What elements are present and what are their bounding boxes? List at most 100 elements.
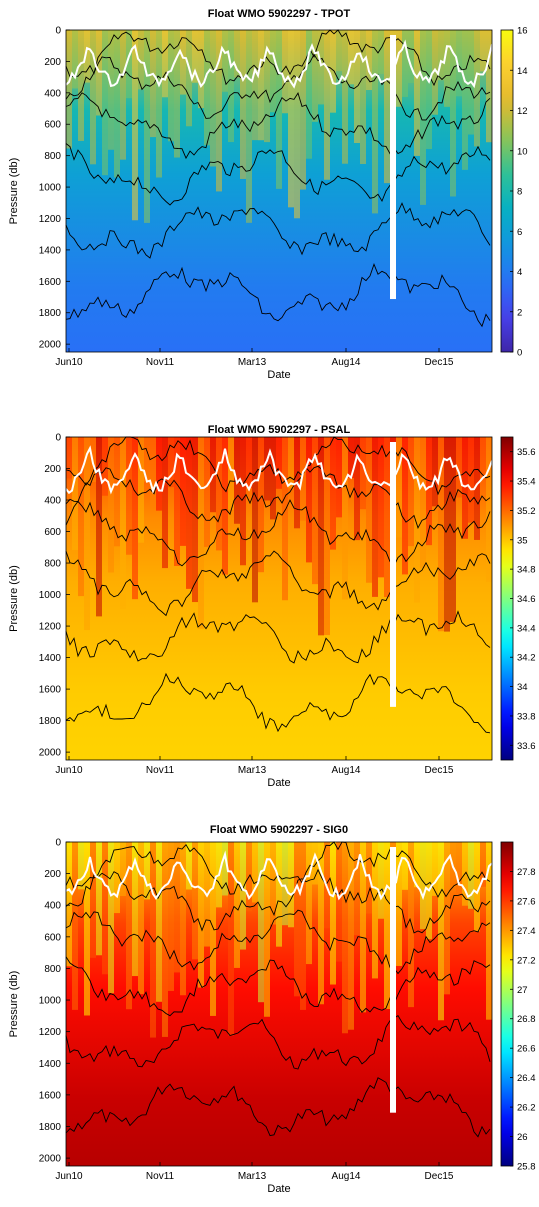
surface-column [276,437,282,489]
chart-panel-3: Float WMO 5902297 - SIG0 0 200 400 600 800 100… [8,824,536,1195]
surface-column [258,842,264,1003]
surface-column [84,437,90,631]
y-tick-label: 1400 [39,1059,62,1070]
colorbar-tick-label: 33.8 [517,711,536,722]
y-tick-label: 2000 [39,340,62,351]
surface-column [246,437,252,489]
y-tick-label: 1800 [39,308,62,319]
surface-column [420,842,426,930]
y-tick-label: 400 [44,88,61,99]
surface-column [156,437,162,511]
surface-column [384,30,390,184]
colorbar-tick-label: 26.2 [517,1103,536,1114]
surface-column [282,842,288,926]
surface-column [210,842,216,1016]
surface-column [126,842,132,1010]
surface-column [174,30,180,158]
surface-column [480,842,486,887]
colorbar-tick-label: 27.2 [517,955,536,966]
surface-column [420,437,426,569]
surface-column [300,30,306,190]
colorbar-tick-label: 26.4 [517,1073,536,1084]
surface-column [420,30,426,205]
surface-column [72,437,78,551]
surface-column [138,842,144,995]
surface-column [114,30,120,178]
surface-column [360,437,366,510]
axes-frame [65,436,493,761]
surface-column [246,30,252,223]
y-tick-label: 800 [44,964,61,975]
axes-frame [65,841,493,1167]
colorbar-tick-label: 4 [517,267,522,278]
surface-column [378,842,384,919]
x-tick-label: Aug14 [332,1171,361,1182]
surface-column [102,30,108,176]
surface-column [348,437,354,479]
mixed-layer-line [65,39,493,89]
y-tick-label: 1400 [39,653,62,664]
x-tick-label: Nov11 [146,357,175,368]
surface-column [198,30,204,109]
surface-column [144,842,150,900]
y-tick-label: 0 [55,26,61,37]
surface-column [228,437,234,510]
surface-column [468,437,474,523]
colorbar-tick-label: 35.6 [517,447,536,458]
surface-column [150,437,156,509]
colorbar-tick-label: 2 [517,307,522,318]
surface-column [180,30,186,95]
contour-line [65,436,491,496]
x-tick-label: Aug14 [332,357,361,368]
surface-column [174,437,180,566]
surface-column [288,437,294,489]
surface-column [168,842,174,991]
surface-column [402,437,408,575]
surface-column [270,30,276,113]
colorbar-tick-label: 35.2 [517,506,536,517]
surface-column [474,437,480,540]
contour-line [65,868,491,934]
surface-column [342,842,348,1034]
colorbar-tick-label: 27.8 [517,867,536,878]
contour-line [65,956,491,1017]
surface-column [132,437,138,600]
y-tick-label: 1600 [39,1090,62,1101]
surface-column [234,842,240,968]
y-tick-label: 2000 [39,1154,62,1165]
colorbar-tick-label: 33.6 [517,741,536,752]
surface-column [366,437,372,583]
colorbar-tick-label: 26 [517,1132,528,1143]
surface-column [162,842,168,1037]
y-tick-label: 0 [55,838,61,849]
surface-column [78,437,84,597]
surface-column [72,842,78,1010]
surface-column [186,30,192,127]
surface-column [144,30,150,223]
surface-column [222,30,228,92]
surface-column [480,30,486,72]
surface-column [342,437,348,600]
colorbar-tick-label: 10 [517,146,528,157]
y-tick-label: 1800 [39,716,62,727]
surface-column [366,30,372,91]
surface-column [312,437,318,585]
surface-column [402,30,408,97]
surface-column [120,30,126,160]
surface-column [372,437,378,597]
surface-column [210,30,216,167]
contour-line [65,672,491,734]
surface-column [408,437,414,547]
y-axis-label: Pressure (db) [8,565,20,632]
mixed-layer-line [65,850,493,901]
surface-column [108,30,114,150]
axes-frame [65,29,493,353]
surface-column [144,437,150,483]
contour-line [65,53,491,121]
surface-column [72,30,78,89]
y-tick-label: 0 [55,433,61,444]
y-tick-label: 600 [44,120,61,131]
surface-column [378,437,384,578]
surface-column [348,30,354,85]
